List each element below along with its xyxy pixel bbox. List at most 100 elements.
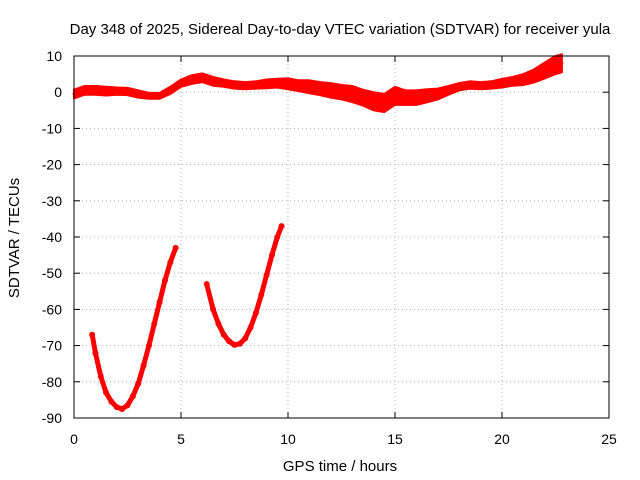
series-segment <box>425 92 440 98</box>
series-segment <box>243 83 258 88</box>
series-segment <box>179 78 194 85</box>
series-segment <box>168 81 183 92</box>
series-segment <box>457 83 472 89</box>
data-point <box>156 299 163 306</box>
series-segment <box>151 299 163 327</box>
data-point <box>210 306 217 313</box>
series-segment <box>275 81 290 86</box>
series-segment <box>372 99 386 105</box>
y-tick-label: -80 <box>42 374 62 390</box>
y-tick-label: 0 <box>54 84 62 100</box>
x-tick-label: 10 <box>280 431 296 447</box>
data-point <box>236 340 243 347</box>
data-point <box>203 281 210 288</box>
series-segment <box>89 332 98 356</box>
data-point <box>89 331 96 338</box>
data-point <box>113 404 120 411</box>
series-segment <box>258 272 270 298</box>
data-point <box>247 324 254 331</box>
series-segment <box>126 89 140 96</box>
series-segment <box>211 79 226 85</box>
data-point <box>140 362 147 369</box>
data-point <box>145 342 152 349</box>
y-tick-label: 10 <box>46 48 62 64</box>
x-tick-label: 5 <box>177 431 185 447</box>
data-point <box>242 335 249 342</box>
series-segment <box>92 350 104 379</box>
series-segment <box>329 88 343 94</box>
series-segment <box>93 88 108 93</box>
series-segment <box>157 277 168 305</box>
series-segment <box>521 74 536 82</box>
y-tick-label: -50 <box>42 265 62 281</box>
series-segment <box>141 343 152 369</box>
series-segment <box>135 363 147 387</box>
y-tick-labels: 10 0 -10 -20 -30 -40 -50 -60 -70 -80 -90 <box>42 48 62 426</box>
x-tick-label: 15 <box>387 431 403 447</box>
data-point <box>119 405 126 412</box>
series-segment <box>554 61 564 67</box>
y-tick-label: -90 <box>42 410 62 426</box>
grid-lines <box>73 55 610 419</box>
data-point <box>258 291 265 298</box>
y-tick-label: -20 <box>42 157 62 173</box>
series-segment <box>414 94 429 100</box>
data-point <box>268 252 275 259</box>
data-point <box>263 272 270 279</box>
series-segment <box>393 94 408 100</box>
series-segment <box>489 81 504 87</box>
x-tick-labels: 0 5 10 15 20 25 <box>70 431 617 447</box>
series-segment <box>204 281 216 312</box>
data-point <box>231 341 238 348</box>
series-segment <box>264 252 275 278</box>
x-tick-label: 0 <box>70 431 78 447</box>
series-segment <box>361 96 376 103</box>
data-point <box>151 320 158 327</box>
x-tick-label: 25 <box>601 431 617 447</box>
series-segment <box>447 85 461 92</box>
series-layer <box>72 53 564 412</box>
series-1 <box>72 53 564 114</box>
series-segment <box>222 81 236 87</box>
data-point <box>103 389 110 396</box>
data-point <box>215 320 222 327</box>
plot-frame <box>73 55 610 419</box>
series-segment <box>468 83 483 88</box>
y-tick-label: -60 <box>42 301 62 317</box>
x-axis-label: GPS time / hours <box>283 458 397 475</box>
series-segment <box>350 92 365 100</box>
series-segment <box>511 78 525 83</box>
series-segment <box>500 79 515 85</box>
y-tick-label: -10 <box>42 120 62 136</box>
chart-title: Day 348 of 2025, Sidereal Day-to-day VTE… <box>70 21 611 38</box>
data-point <box>108 398 115 405</box>
data-point <box>161 277 168 284</box>
series-segment <box>532 68 547 78</box>
series-segment <box>543 63 557 72</box>
series-segment <box>436 88 450 96</box>
series-segment <box>297 84 311 89</box>
data-point <box>278 223 285 230</box>
series-segment <box>253 292 264 316</box>
series-segment <box>233 83 247 88</box>
series-segment <box>136 92 151 98</box>
data-point <box>172 244 179 251</box>
series-segment <box>269 234 280 258</box>
series-segment <box>158 88 172 98</box>
series-band <box>73 53 563 114</box>
y-tick-label: -30 <box>42 193 62 209</box>
data-point <box>129 393 136 400</box>
series-segment <box>318 87 333 92</box>
y-tick-label: -70 <box>42 338 62 354</box>
series-3 <box>203 223 285 348</box>
data-point <box>274 234 281 240</box>
data-point <box>252 310 259 317</box>
data-point <box>124 402 131 409</box>
series-segment <box>286 82 301 88</box>
series-segment <box>190 76 204 82</box>
series-segment <box>265 81 279 86</box>
data-point <box>135 380 142 387</box>
series-segment <box>72 88 87 96</box>
series-segment <box>307 85 322 91</box>
